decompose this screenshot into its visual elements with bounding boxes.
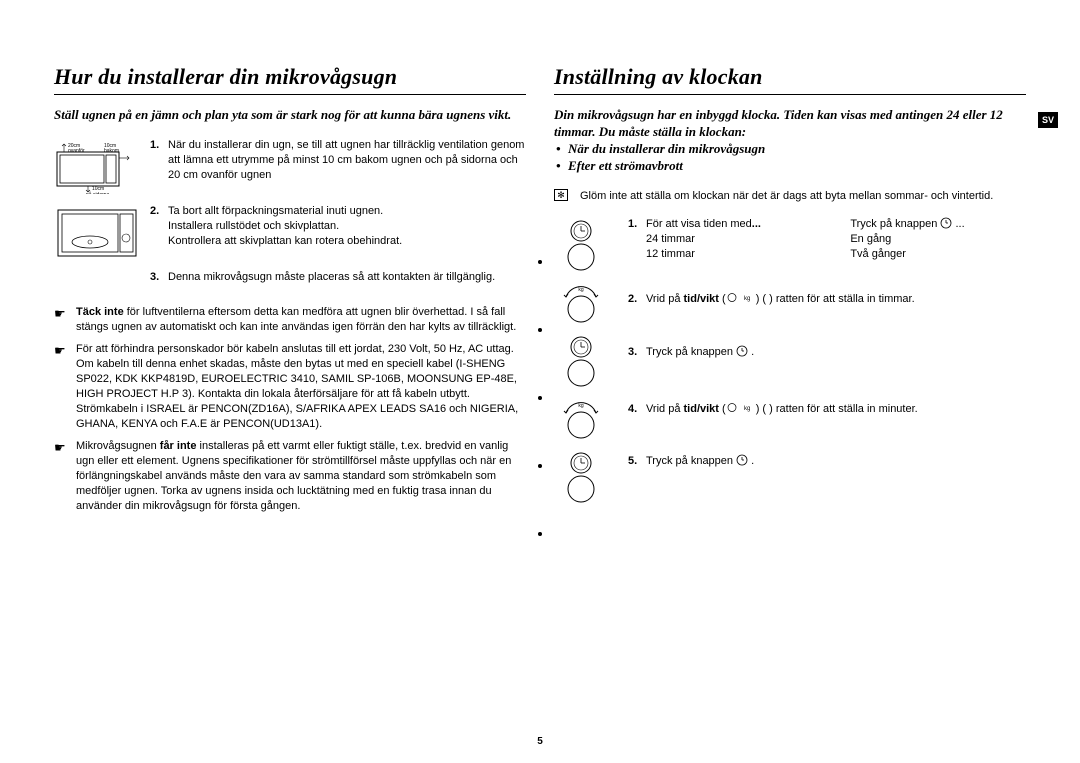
hand-item: ☛ Mikrovågsugnen får inte installeras på… [54, 439, 526, 513]
step-item: 3. Tryck på knappen . [628, 345, 1026, 360]
page-number: 5 [0, 736, 1080, 747]
step-text: Tryck på knappen . [646, 345, 1026, 360]
microwave-top-diagram: 20cm ovanför 10cm bakom 10cm på sidorna [54, 138, 140, 194]
hand-icon: ☛ [54, 439, 76, 513]
step1-row: 20cm ovanför 10cm bakom 10cm på sidorna … [54, 138, 526, 194]
step-text: Tryck på knappen . [646, 454, 1026, 469]
svg-text:på sidorna: på sidorna [86, 191, 110, 194]
language-tab: SV [1038, 112, 1058, 128]
bullet-dot: • [554, 141, 568, 158]
svg-text:kg: kg [578, 287, 584, 293]
step-number: 3. [150, 270, 168, 285]
line: Kontrollera att skivplattan kan rotera o… [168, 235, 402, 247]
clock-button-icon [554, 333, 618, 389]
step-number: 1. [150, 138, 168, 183]
empty-fig [54, 270, 140, 295]
left-intro: Ställ ugnen på en jämn och plan yta som … [54, 107, 526, 124]
step3-row: 3. Denna mikrovågsugn måste placeras så … [54, 270, 526, 295]
hand-item: ☛ Täck inte för luftventilerna eftersom … [54, 305, 526, 335]
hand-text: Mikrovågsugnen får inte installeras på e… [76, 439, 526, 513]
step-text: Vrid på tid/vikt (kg) ( ) ratten för att… [646, 292, 1026, 307]
bullet-text: Efter ett strömavbrott [568, 158, 683, 175]
right-intro: Din mikrovågsugn har en inbyggd klocka. … [554, 107, 1026, 175]
cell: 24 timmar [646, 232, 822, 247]
svg-text:bakom: bakom [104, 148, 119, 154]
step-text: När du installerar din ugn, se till att … [168, 138, 526, 183]
left-heading: Hur du installerar din mikrovågsugn [54, 64, 526, 95]
note-row: ✻ Glöm inte att ställa om klockan när de… [554, 189, 1026, 204]
clock-button-icon [554, 217, 618, 273]
note-text: Glöm inte att ställa om klockan när det … [576, 189, 1026, 204]
cell: 12 timmar [646, 247, 822, 262]
hand-notes: ☛ Täck inte för luftventilerna eftersom … [54, 305, 526, 514]
text: Mikrovågsugnen [76, 440, 160, 452]
clock-button-icon [554, 449, 618, 505]
svg-text:ovanför: ovanför [68, 148, 85, 154]
step-number: 2. [628, 292, 646, 307]
step-text: För att visa tiden med... Tryck på knapp… [646, 217, 1026, 262]
step2-row: 2. Ta bort allt förpackningsmaterial inu… [54, 204, 526, 260]
step-number: 1. [628, 217, 646, 262]
binder-dots [538, 260, 542, 536]
clock-steps: kg [554, 217, 1026, 505]
step-number: 5. [628, 454, 646, 469]
line: Ta bort allt förpackningsmaterial inuti … [168, 205, 383, 217]
text: Vrid på [646, 293, 684, 305]
step2-text: 2. Ta bort allt förpackningsmaterial inu… [150, 204, 526, 260]
step-number: 2. [150, 204, 168, 249]
step-number: 4. [628, 402, 646, 417]
intro-text: Din mikrovågsugn har en inbyggd klocka. … [554, 107, 1026, 141]
text: ( ) ratten för att ställa in timmar. [759, 293, 914, 305]
step-number: 3. [628, 345, 646, 360]
step-figures: kg [554, 217, 618, 505]
cell: Tryck på knappen ... [850, 217, 1026, 232]
left-column: Hur du installerar din mikrovågsugn Stäl… [54, 64, 526, 522]
step-item: 5. Tryck på knappen . [628, 454, 1026, 469]
step-text: Vrid på tid/vikt (kg) ( ) ratten för att… [646, 402, 1026, 417]
strong: Täck inte [76, 306, 124, 318]
cell: För att visa tiden med... [646, 217, 822, 232]
svg-text:kg: kg [744, 406, 750, 412]
step-list: 1. För att visa tiden med... Tryck på kn… [628, 217, 1026, 505]
svg-text:kg: kg [744, 296, 750, 302]
cell: En gång [850, 232, 1026, 247]
strong: tid/vikt [684, 403, 719, 415]
step-text: Denna mikrovågsugn måste placeras så att… [168, 270, 526, 285]
text: för luftventilerna eftersom detta kan me… [76, 306, 516, 333]
step1-text: 1. När du installerar din ugn, se till a… [150, 138, 526, 194]
hand-icon: ☛ [54, 342, 76, 431]
note-icon: ✻ [554, 189, 576, 204]
hand-text: För att förhindra personskador bör kabel… [76, 342, 526, 431]
right-column: Inställning av klockan Din mikrovågsugn … [554, 64, 1026, 522]
text: ( ) ratten för att ställa in minuter. [759, 403, 917, 415]
text: Vrid på [646, 403, 684, 415]
strong: tid/vikt [684, 293, 719, 305]
hand-icon: ☛ [54, 305, 76, 335]
bullet: • Efter ett strömavbrott [554, 158, 1026, 175]
step-item: 4. Vrid på tid/vikt (kg) ( ) ratten för … [628, 402, 1026, 417]
svg-text:kg: kg [578, 403, 584, 409]
microwave-front-diagram [54, 204, 140, 260]
step-item: 1. För att visa tiden med... Tryck på kn… [628, 217, 1026, 262]
hand-text: Täck inte för luftventilerna eftersom de… [76, 305, 526, 335]
step1-grid: För att visa tiden med... Tryck på knapp… [646, 217, 1026, 262]
bullet: • När du installerar din mikrovågsugn [554, 141, 1026, 158]
dial-icon: kg [554, 397, 618, 441]
dial-icon: kg [554, 281, 618, 325]
hand-item: ☛ För att förhindra personskador bör kab… [54, 342, 526, 431]
bullet-text: När du installerar din mikrovågsugn [568, 141, 765, 158]
step-item: 2. Vrid på tid/vikt (kg) ( ) ratten för … [628, 292, 1026, 307]
bullet-dot: • [554, 158, 568, 175]
step3-text: 3. Denna mikrovågsugn måste placeras så … [150, 270, 526, 295]
line: Installera rullstödet och skivplattan. [168, 220, 339, 232]
right-heading: Inställning av klockan [554, 64, 1026, 95]
strong: får inte [160, 440, 197, 452]
cell: Två gånger [850, 247, 1026, 262]
step-text: Ta bort allt förpackningsmaterial inuti … [168, 204, 526, 249]
